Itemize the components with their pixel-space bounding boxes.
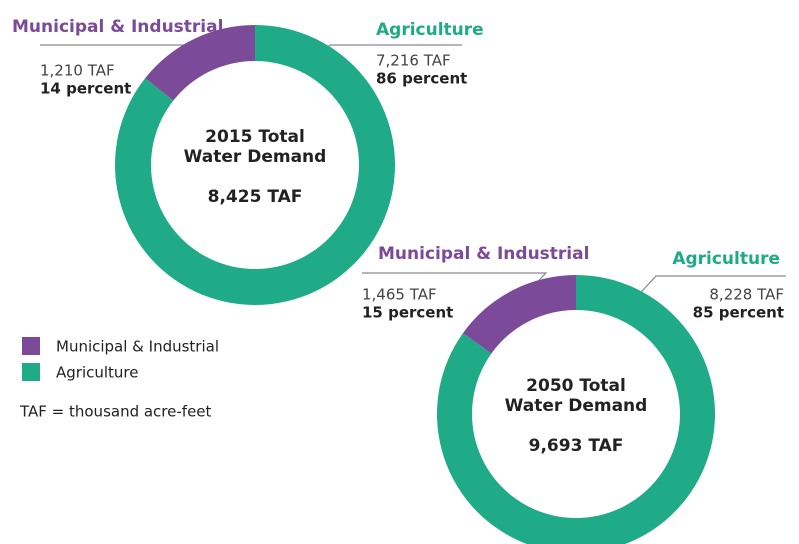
- percent-label: 14 percent: [40, 80, 131, 98]
- value-label: 1,210 TAF: [40, 62, 115, 80]
- category-label: Municipal & Industrial: [12, 17, 223, 37]
- category-label: Agriculture: [376, 20, 484, 40]
- value-label: 8,228 TAF: [709, 286, 784, 304]
- value-label: 7,216 TAF: [376, 52, 451, 70]
- note: TAF = thousand acre-feet: [19, 403, 212, 421]
- donut-slice: [145, 25, 255, 101]
- legend-label: Agriculture: [56, 364, 139, 382]
- legend-label: Municipal & Industrial: [56, 338, 219, 356]
- percent-label: 85 percent: [693, 304, 784, 322]
- center-title: 2015 Total: [205, 127, 305, 147]
- legend-swatch: [22, 363, 40, 381]
- donut-slice: [462, 275, 576, 354]
- category-label: Agriculture: [672, 249, 780, 269]
- value-label: 1,465 TAF: [362, 286, 437, 304]
- percent-label: 86 percent: [376, 70, 467, 88]
- legend-swatch: [22, 337, 40, 355]
- category-label: Municipal & Industrial: [378, 244, 589, 264]
- center-title: Water Demand: [505, 396, 648, 416]
- center-total: 8,425 TAF: [208, 187, 303, 207]
- center-total: 9,693 TAF: [529, 436, 624, 456]
- center-title: Water Demand: [184, 147, 327, 167]
- percent-label: 15 percent: [362, 304, 453, 322]
- center-title: 2050 Total: [526, 376, 626, 396]
